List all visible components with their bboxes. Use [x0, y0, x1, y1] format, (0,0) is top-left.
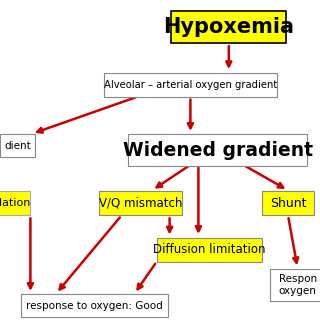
FancyBboxPatch shape: [0, 134, 35, 157]
Text: Hypoxemia: Hypoxemia: [163, 17, 294, 37]
FancyBboxPatch shape: [0, 191, 30, 215]
FancyBboxPatch shape: [99, 191, 182, 215]
Text: Alveolar – arterial oxygen gradient: Alveolar – arterial oxygen gradient: [104, 80, 277, 90]
Text: Shunt: Shunt: [270, 197, 306, 210]
FancyBboxPatch shape: [171, 11, 286, 43]
FancyBboxPatch shape: [157, 237, 262, 262]
Text: V/Q mismatch: V/Q mismatch: [99, 197, 182, 210]
Text: lation: lation: [0, 198, 30, 208]
Text: response to oxygen: Good: response to oxygen: Good: [26, 300, 163, 311]
Text: Widened gradient: Widened gradient: [123, 141, 313, 160]
FancyBboxPatch shape: [262, 191, 314, 215]
Text: Respon
oxygen: Respon oxygen: [278, 274, 317, 296]
FancyBboxPatch shape: [128, 134, 307, 166]
Text: Diffusion limitation: Diffusion limitation: [153, 243, 266, 256]
FancyBboxPatch shape: [270, 269, 320, 301]
FancyBboxPatch shape: [104, 73, 277, 97]
Text: dient: dient: [4, 140, 31, 151]
FancyBboxPatch shape: [21, 294, 168, 317]
